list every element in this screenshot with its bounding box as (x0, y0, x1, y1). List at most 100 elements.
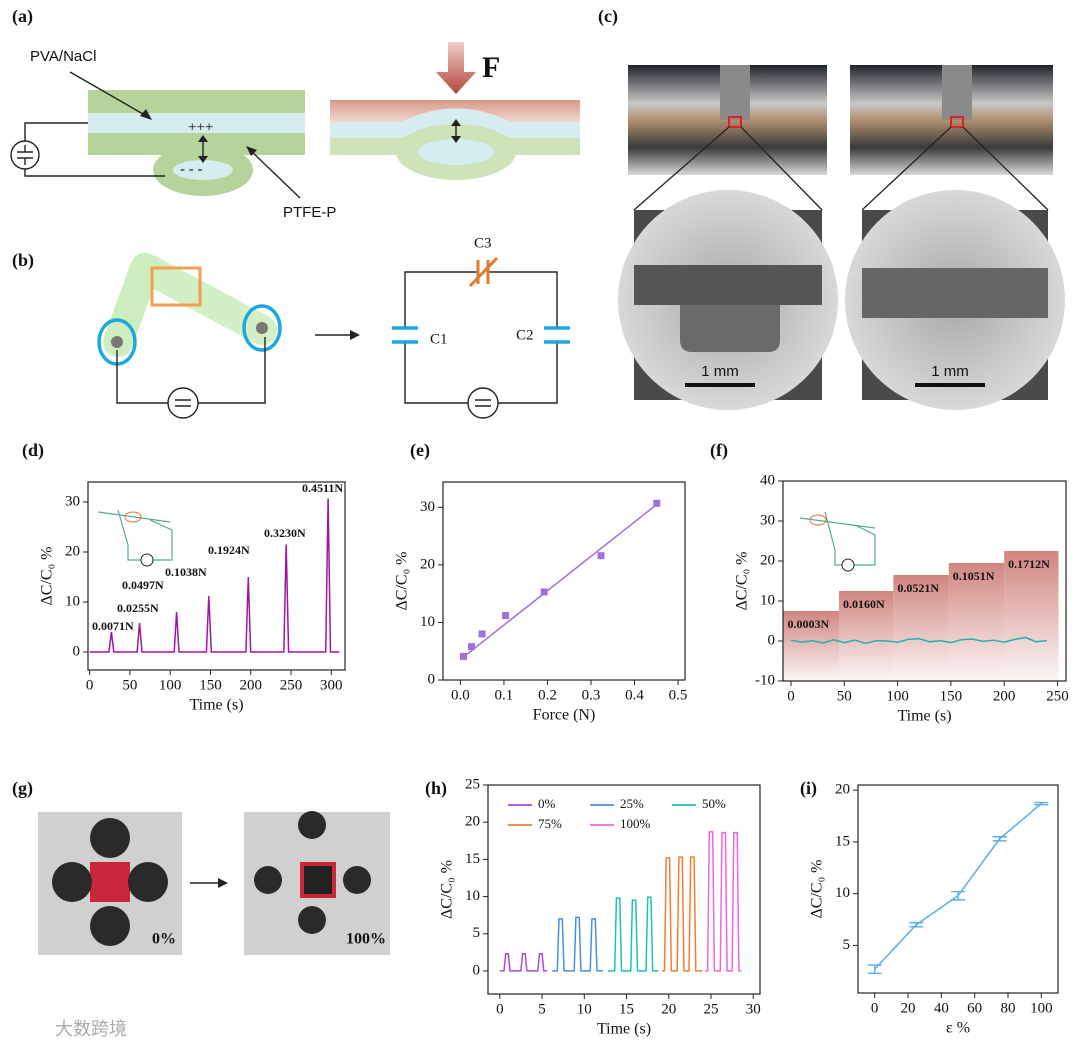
y-tick-label: 10 (760, 592, 775, 608)
x-axis-label: Time (s) (897, 708, 951, 725)
x-tick-label: 150 (199, 677, 222, 693)
diagram-b: C1 C2 C3 (97, 235, 570, 419)
panel-label: (h) (425, 778, 447, 799)
y-tick-label: 5 (843, 937, 851, 953)
photo-g: 0% 100% (38, 811, 390, 955)
step-label: 0.0160N (843, 597, 885, 611)
annotation: 0.0071N (92, 619, 134, 633)
capacitor-label: C1 (430, 331, 448, 347)
strain-label: 0% (152, 931, 176, 948)
chart: 0.0 0.1 0.2 0.3 0.4 0.5 0 10 20 30 Force (N) ΔC/C₀ … (394, 481, 688, 724)
step-band (1004, 551, 1059, 681)
legend-label: 50% (702, 796, 726, 811)
plot-frame (487, 784, 761, 995)
x-tick-label: 15 (619, 1001, 634, 1017)
data-point (460, 652, 468, 660)
x-tick-label: 10 (577, 1001, 592, 1017)
x-tick-label: 150 (940, 688, 963, 704)
dielectric-label: PTFE-P (283, 204, 336, 221)
panel-label: (d) (22, 440, 44, 461)
y-tick-label: 15 (465, 851, 480, 867)
y-tick-label: 40 (760, 472, 775, 488)
legend-label: 75% (538, 816, 562, 831)
y-tick-label: 0 (768, 632, 776, 648)
x-axis-label: ε % (946, 1020, 970, 1037)
strain-label: 100% (346, 931, 386, 948)
annotation: 0.1038N (165, 565, 207, 579)
x-tick-label: 50 (837, 688, 852, 704)
y-tick-label: 0 (473, 962, 481, 978)
x-tick-label: 100 (159, 677, 182, 693)
x-tick-label: 20 (901, 1000, 916, 1016)
y-axis-label: ΔC/C₀ % (734, 552, 751, 611)
x-tick-label: 50 (122, 677, 137, 693)
panel-label: (g) (12, 778, 33, 799)
data-line (790, 636, 1047, 645)
chart: 0.0003N 0.0160N 0.0521N 0.1051N 0.1712N 0 50 10… (734, 472, 1069, 724)
diagram-a: PVA/NaCl +++ - - - PTFE-P F (10, 42, 580, 221)
x-tick-label: 250 (280, 677, 303, 693)
y-tick-label: 10 (835, 885, 850, 901)
data-point (597, 552, 605, 560)
error-bar (867, 964, 882, 975)
panel-label: (a) (12, 6, 33, 27)
scale-bar-label: 1 mm (931, 363, 969, 380)
capacitor-label: C3 (474, 235, 492, 251)
step-band (893, 575, 949, 681)
chart: 0 20 40 60 80 100 5 10 15 20 ε % ΔC/C₀ % (809, 782, 1059, 1037)
chart: 0 5 10 15 20 25 30 0 5 10 15 20 25 Time (s) ΔC/C₀ % 0% 2… (439, 776, 761, 1037)
y-tick-label: 30 (420, 499, 435, 515)
x-tick-label: 30 (746, 1001, 761, 1017)
x-tick-label: 200 (239, 677, 262, 693)
y-tick-label: 0 (428, 671, 436, 687)
error-bar (909, 921, 924, 928)
data-line (874, 803, 1042, 970)
x-tick-label: 5 (538, 1001, 546, 1017)
x-tick-label: 0.5 (669, 687, 688, 703)
error-bar (951, 890, 965, 901)
y-tick-label: 10 (465, 888, 480, 904)
scale-bar-label: 1 mm (701, 363, 739, 380)
y-tick-label: 30 (760, 512, 775, 528)
data-point (653, 499, 661, 507)
x-tick-label: 0 (871, 1000, 879, 1016)
x-tick-label: 0 (787, 688, 795, 704)
panel-label: (c) (598, 6, 618, 27)
y-tick-label: 10 (420, 614, 435, 630)
data-point (468, 643, 476, 651)
x-tick-label: 250 (1046, 688, 1069, 704)
x-axis-label: Force (N) (533, 707, 596, 724)
data-line (608, 896, 659, 972)
data-line (552, 916, 603, 972)
charge-label: - - - (180, 161, 203, 177)
y-tick-label: 5 (473, 925, 481, 941)
y-tick-label: 30 (65, 493, 80, 509)
step-label: 0.0003N (788, 617, 830, 631)
y-tick-label: 20 (835, 782, 850, 798)
x-tick-label: 100 (1030, 1000, 1053, 1016)
error-bar (992, 836, 1007, 842)
charge-label: +++ (188, 119, 213, 135)
y-axis-label: ΔC/C₀ % (439, 860, 456, 919)
fit-line (463, 503, 658, 658)
plot-frame (442, 481, 686, 681)
x-tick-label: 0.1 (495, 687, 514, 703)
x-tick-label: 40 (934, 1000, 949, 1016)
y-tick-label: 20 (420, 556, 435, 572)
y-axis-label: ΔC/C₀ % (394, 552, 411, 611)
watermark: 大数跨境 (55, 1019, 127, 1039)
panel-label: (i) (800, 778, 817, 799)
legend-label: 100% (620, 816, 651, 831)
plot-frame (782, 480, 1067, 682)
plot-frame (857, 784, 1059, 994)
legend-label: 25% (620, 796, 644, 811)
y-tick-label: 20 (760, 552, 775, 568)
x-tick-label: 0.2 (538, 687, 557, 703)
annotation: 0.0497N (122, 578, 164, 592)
annotation: 0.0255N (117, 601, 159, 615)
photo-c: 1 mm 1 mm (618, 65, 1065, 410)
x-tick-label: 300 (320, 677, 343, 693)
force-label: F (482, 51, 500, 84)
x-tick-label: 0 (496, 1001, 504, 1017)
layer-label: PVA/NaCl (30, 48, 96, 65)
